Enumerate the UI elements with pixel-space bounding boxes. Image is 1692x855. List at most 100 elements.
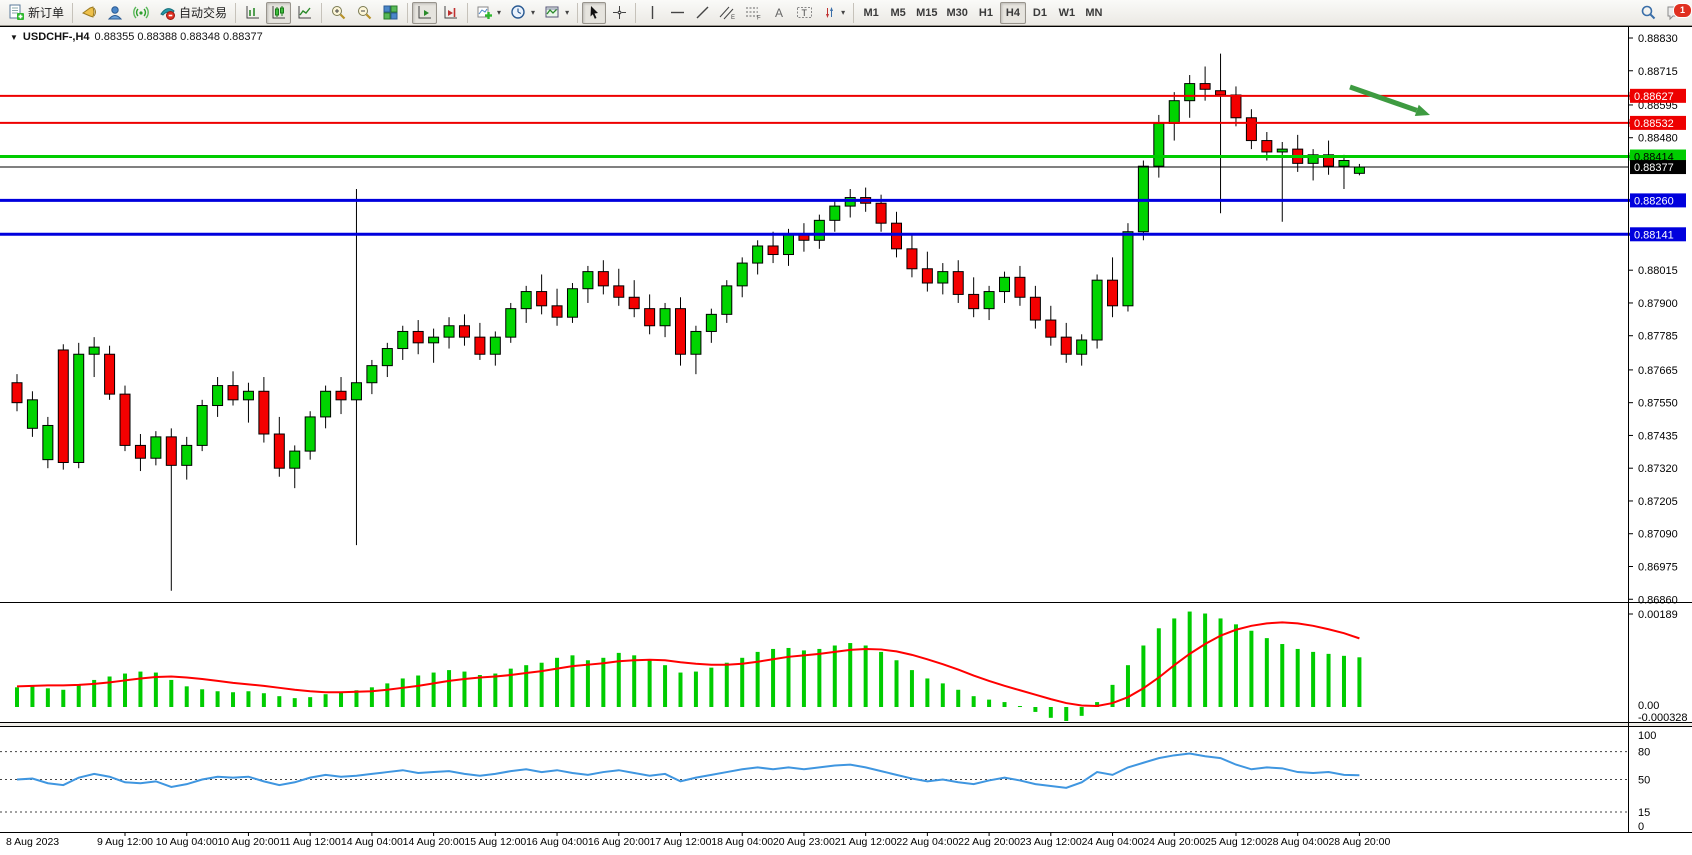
indicators-button[interactable]: ▾ (472, 2, 505, 24)
tile-windows-button[interactable] (378, 2, 403, 24)
trend-arrow[interactable] (1349, 84, 1418, 113)
time-axis-label: 22 Aug 04:00 (896, 836, 958, 848)
candle-bullish (150, 436, 162, 459)
macd-histogram-bar (1048, 707, 1053, 718)
timeframe-button-H1[interactable]: H1 (973, 2, 999, 24)
autotrading-button[interactable]: 自动交易 (155, 2, 231, 24)
time-axis-label: 14 Aug 04:00 (341, 836, 403, 848)
candle-bullish (783, 234, 794, 256)
price-tick-label: 0.87900 (1638, 298, 1678, 310)
cursor-button[interactable] (582, 1, 607, 24)
candle-bearish (1029, 296, 1041, 321)
label-button[interactable]: T (792, 2, 817, 24)
candle-bullish (829, 205, 841, 221)
macd-histogram-bar (1326, 653, 1331, 707)
crosshair-button[interactable] (607, 2, 631, 24)
timeframe-button-M15[interactable]: M15 (912, 2, 941, 24)
macd-histogram-bar (925, 678, 930, 707)
candle-bullish (304, 416, 316, 452)
price-tick-label: 0.88595 (1638, 100, 1678, 112)
svg-text:T: T (802, 8, 808, 18)
megaphone-icon (82, 6, 97, 18)
bar-chart-icon (246, 6, 260, 19)
line-chart-button[interactable] (292, 2, 317, 24)
macd-histogram-bar (323, 694, 328, 707)
level-price-label: 0.88627 (1634, 91, 1674, 103)
bar-chart-button[interactable] (240, 2, 265, 24)
shift-chart-button[interactable] (438, 2, 463, 24)
horizontal-line-button[interactable] (665, 2, 689, 24)
chevron-down-icon: ▾ (565, 8, 570, 17)
macd-histogram-bar (1341, 655, 1346, 707)
new-order-button[interactable]: 新订单 (4, 2, 68, 24)
timeframe-button-H4[interactable]: H4 (999, 1, 1026, 24)
templates-button[interactable]: ▾ (540, 2, 573, 24)
trend-arrow-head[interactable] (1414, 104, 1430, 117)
current-price-box (1630, 160, 1686, 175)
price-tick-label: 0.88830 (1638, 33, 1678, 45)
macd-histogram-bar (246, 691, 251, 707)
search-button[interactable] (1636, 2, 1661, 24)
vertical-line-button[interactable] (640, 2, 664, 24)
candle-bullish (443, 325, 455, 338)
community-button[interactable] (103, 2, 128, 24)
trendline-button[interactable] (690, 2, 714, 24)
macd-histogram-bar (879, 651, 884, 707)
macd-histogram-bar (987, 699, 992, 707)
market-button[interactable] (77, 2, 102, 24)
chevron-down-icon[interactable]: ▼ (10, 32, 18, 42)
text-button[interactable]: A (767, 2, 791, 24)
chevron-down-icon: ▾ (531, 8, 536, 17)
fibonacci-button[interactable]: F (741, 2, 766, 24)
timeframe-button-D1[interactable]: D1 (1027, 2, 1053, 24)
candle-bearish (412, 330, 424, 344)
signal-button[interactable] (129, 2, 154, 24)
timeframe-button-W1[interactable]: W1 (1054, 2, 1080, 24)
candle-bearish (1245, 117, 1257, 142)
line-chart-icon (298, 6, 312, 19)
timeframe-button-M5[interactable]: M5 (885, 2, 911, 24)
timeframe-button-M1[interactable]: M1 (858, 2, 884, 24)
timeframe-group: M1 M5 M15 M30 H1 H4 D1 W1 MN (858, 1, 1107, 24)
text-icon: A (775, 6, 783, 20)
time-axis-label: 14 Aug 20:00 (403, 836, 465, 848)
macd-histogram-bar (400, 678, 405, 707)
candlestick-chart-button[interactable] (266, 1, 292, 24)
periods-button[interactable]: ▾ (506, 2, 539, 24)
candle-bullish (1338, 160, 1350, 167)
clock-icon (511, 5, 525, 19)
panel-splitter[interactable] (0, 723, 1692, 726)
candle-bullish (690, 330, 702, 355)
timeframe-button-M30[interactable]: M30 (943, 2, 972, 24)
time-axis-label: 20 Aug 23:00 (773, 836, 835, 848)
zoom-out-button[interactable] (352, 2, 377, 24)
rsi-axis-label: 0 (1638, 821, 1644, 833)
new-order-icon (9, 4, 24, 20)
zoom-in-icon (332, 6, 346, 20)
macd-histogram-bar (308, 697, 313, 707)
macd-histogram-bar (786, 647, 791, 707)
macd-histogram-bar (1079, 707, 1084, 716)
autotrading-icon (160, 8, 176, 20)
timeframe-button-MN[interactable]: MN (1081, 2, 1107, 24)
macd-histogram-bar (138, 671, 143, 707)
macd-histogram-bar (1249, 630, 1254, 707)
candle-bullish (999, 276, 1011, 293)
macd-histogram-bar (1295, 648, 1300, 707)
arrows-button[interactable]: ▾ (818, 2, 849, 24)
macd-histogram-bar (184, 686, 189, 707)
zoom-in-button[interactable] (326, 2, 351, 24)
candle-bullish (428, 336, 440, 344)
toolbar-separator (321, 2, 323, 23)
macd-histogram-bar (1125, 665, 1130, 707)
macd-histogram-bar (1218, 618, 1223, 707)
time-axis-label: 23 Aug 12:00 (1020, 836, 1082, 848)
autoscroll-button[interactable] (412, 1, 438, 24)
macd-histogram-bar (894, 660, 899, 707)
template-icon (545, 6, 559, 18)
candle-bearish (104, 353, 116, 395)
candle-bearish (891, 222, 903, 250)
macd-histogram-bar (215, 691, 220, 707)
channel-button[interactable]: E (715, 2, 740, 24)
